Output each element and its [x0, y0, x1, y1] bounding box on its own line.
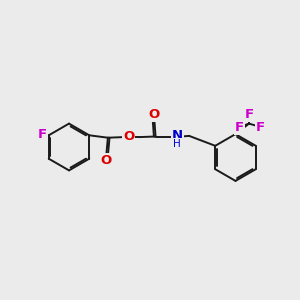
- Text: F: F: [256, 121, 265, 134]
- Text: N: N: [172, 129, 183, 142]
- Text: F: F: [244, 108, 253, 121]
- Text: O: O: [149, 107, 160, 121]
- Text: O: O: [100, 154, 111, 167]
- Text: F: F: [38, 128, 47, 141]
- Text: O: O: [123, 130, 134, 143]
- Text: F: F: [235, 121, 244, 134]
- Text: H: H: [173, 139, 181, 149]
